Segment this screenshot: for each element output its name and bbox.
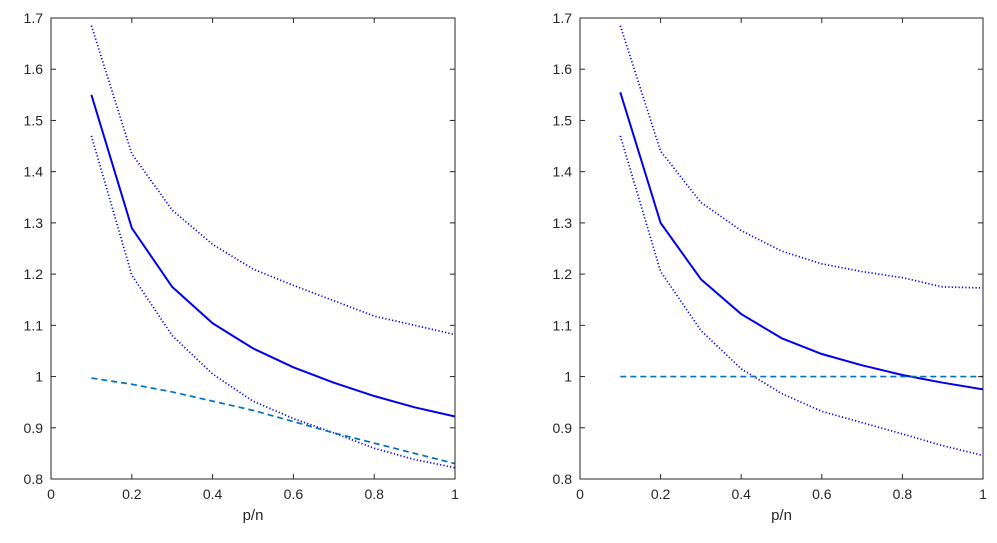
x-tick-label: 0.4 xyxy=(731,486,751,502)
right-chart: 0 0.2 0.4 0.6 0.8 1 0.8 0.9 1 1.1 1.2 1.3 1.4 1.5 1.6 1… xyxy=(553,10,988,524)
y-tick-label: 1.2 xyxy=(553,266,573,282)
x-tick-label: 0.6 xyxy=(812,486,832,502)
x-tick-label: 0.6 xyxy=(284,486,304,502)
x-tick-label: 0.8 xyxy=(364,486,384,502)
y-tick-label: 1.6 xyxy=(24,61,44,77)
y-tick-label: 1.5 xyxy=(24,112,44,128)
y-tick-label: 1.1 xyxy=(24,317,44,333)
y-tick-label: 1.5 xyxy=(553,112,573,128)
left-chart: 0 0.2 0.4 0.6 0.8 1 0.8 0.9 1 1.1 1.2 1.3 1.4 1.5 1.6 1… xyxy=(24,10,460,524)
x-axis-label: p/n xyxy=(771,507,792,524)
y-tick-label: 1.2 xyxy=(24,266,44,282)
y-tick-label: 1.7 xyxy=(24,10,44,26)
y-tick-label: 1 xyxy=(564,369,572,385)
y-tick-label: 0.9 xyxy=(553,420,573,436)
series-line-mean xyxy=(90,94,456,418)
x-tick-label: 0.4 xyxy=(203,486,223,502)
series-line-lower-band xyxy=(90,135,456,469)
plot-frame xyxy=(50,17,456,480)
y-tick-label: 1.3 xyxy=(24,215,44,231)
x-tick-label: 1 xyxy=(451,486,459,502)
y-tick-label: 1.4 xyxy=(553,164,573,180)
x-tick-label: 0 xyxy=(47,486,55,502)
series-line-upper-band xyxy=(90,25,456,336)
y-tick-label: 1.4 xyxy=(24,164,44,180)
series-line-reference xyxy=(91,377,456,465)
y-tick-label: 0.9 xyxy=(24,420,44,436)
y-tick-label: 1.6 xyxy=(553,61,573,77)
y-tick-label: 1.7 xyxy=(553,10,573,26)
y-tick-label: 1.1 xyxy=(553,317,573,333)
series-line-mean xyxy=(619,91,984,391)
x-tick-label: 0.8 xyxy=(893,486,913,502)
series-line-upper-band xyxy=(619,25,984,289)
y-tick-label: 0.8 xyxy=(24,471,44,487)
x-tick-label: 1 xyxy=(979,486,987,502)
y-tick-label: 1.3 xyxy=(553,215,573,231)
series-line-lower-band xyxy=(619,135,984,457)
plot-frame xyxy=(579,17,984,480)
y-tick-label: 1 xyxy=(35,369,43,385)
x-tick-label: 0.2 xyxy=(122,486,142,502)
x-axis-label: p/n xyxy=(243,507,264,524)
x-tick-label: 0 xyxy=(576,486,584,502)
y-tick-label: 0.8 xyxy=(553,471,573,487)
x-tick-label: 0.2 xyxy=(651,486,671,502)
